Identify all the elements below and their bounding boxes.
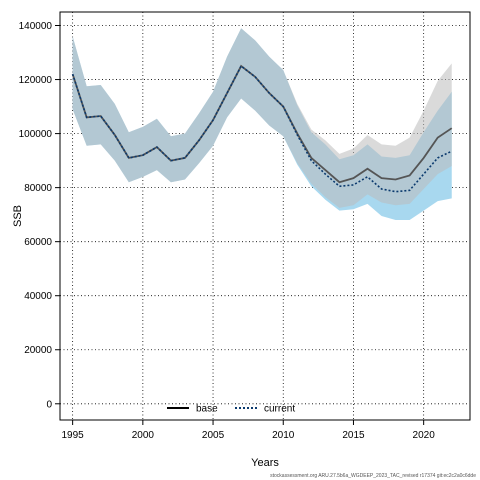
x-tick-label-2010: 2010 — [272, 430, 295, 441]
y-axis-title: SSB — [12, 205, 24, 227]
y-tick-label-20000: 20000 — [24, 345, 52, 356]
x-tick-label-2000: 2000 — [132, 430, 155, 441]
y-tick-label-40000: 40000 — [24, 291, 52, 302]
x-axis-title: Years — [251, 457, 279, 469]
plot-frame — [59, 11, 471, 421]
y-tick-label-140000: 140000 — [19, 21, 53, 32]
x-tick-label-1995: 1995 — [62, 430, 85, 441]
series-lines — [71, 64, 453, 193]
y-tick-label-120000: 120000 — [19, 75, 53, 86]
y-tick-label-100000: 100000 — [19, 129, 53, 140]
y-tick-label-0: 0 — [46, 399, 52, 410]
x-tick-label-2005: 2005 — [202, 430, 225, 441]
x-tick-label-2020: 2020 — [413, 430, 436, 441]
footnote: stockassessment.org ARU.27.5b6a_WGDEEP_2… — [270, 473, 476, 479]
axes: 1995 2000 2005 2010 2015 2020 0 20000 40000 60000… — [19, 21, 436, 441]
legend-label-base: base — [196, 404, 218, 415]
x-tick-label-2015: 2015 — [342, 430, 365, 441]
legend: base current — [167, 404, 295, 415]
line-current — [71, 64, 453, 193]
grid-lines — [60, 12, 470, 420]
legend-label-current: current — [264, 404, 295, 415]
y-tick-label-60000: 60000 — [24, 237, 52, 248]
y-tick-label-80000: 80000 — [24, 183, 52, 194]
confidence-bands — [72, 28, 452, 221]
band-base — [72, 28, 452, 208]
